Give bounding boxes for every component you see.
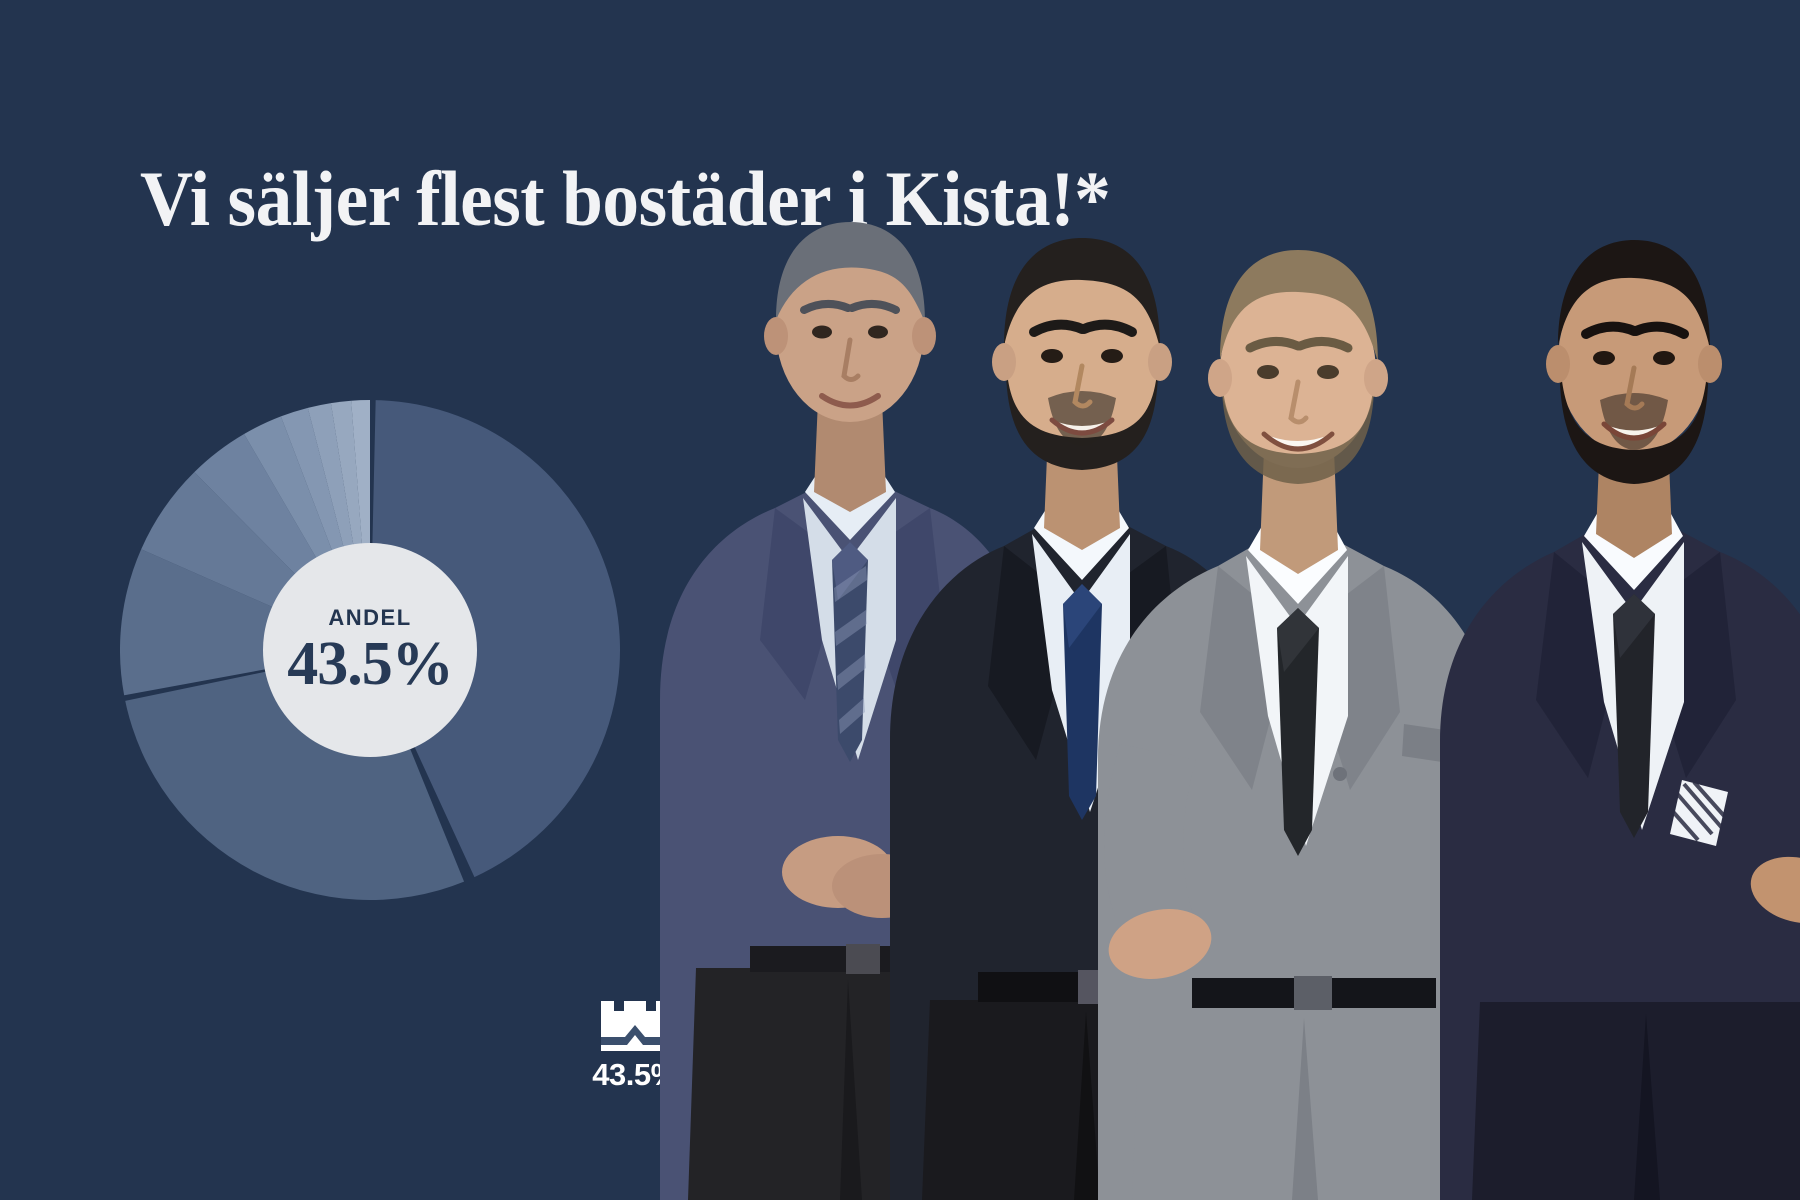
agents-illustration xyxy=(660,222,1800,1200)
donut-center: ANDEL 43.5% xyxy=(263,543,477,757)
agent-3 xyxy=(1098,250,1498,1200)
chart-block: ANDEL 43.5% 43.5% 28.6% *Källa: Hemnet, … xyxy=(120,400,680,1100)
donut-center-label: ANDEL xyxy=(328,605,412,630)
donut-chart: ANDEL 43.5% xyxy=(120,400,620,900)
agent-4 xyxy=(1440,240,1800,1200)
pie-slice xyxy=(370,400,620,878)
agents-photo-group xyxy=(600,0,1800,1200)
donut-center-value: 43.5% xyxy=(287,630,453,698)
page-title: Vi säljer flest bostäder i Kista!* xyxy=(140,155,1111,242)
castle-house-logo-icon xyxy=(601,1001,669,1051)
